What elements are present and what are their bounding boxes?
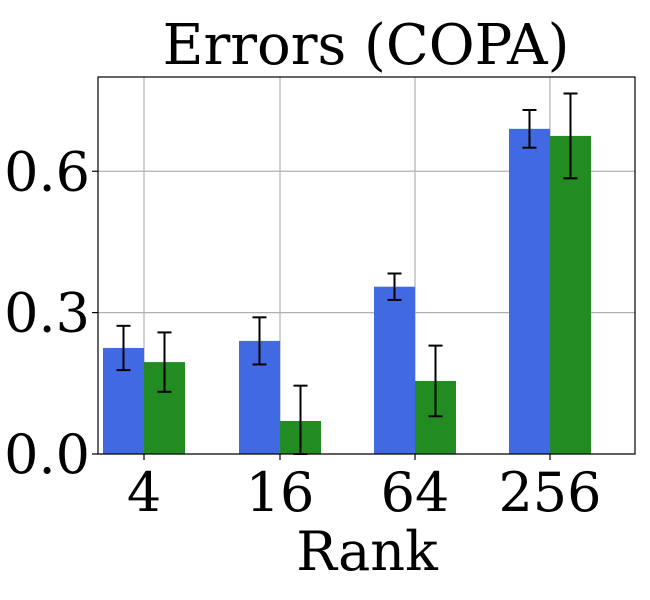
x-tick-label-1: 16 [246, 461, 315, 524]
bar-series1-256 [509, 129, 550, 454]
error-bars [117, 93, 578, 454]
y-tick-labels: 0.0 0.3 0.6 [4, 140, 98, 486]
x-tick-label-2: 64 [381, 461, 450, 524]
x-axis-label: Rank [296, 520, 439, 583]
x-tick-label-3: 256 [498, 461, 601, 524]
y-tick-label-1: 0.3 [4, 282, 90, 345]
bar-series2-256 [550, 136, 591, 454]
x-tick-labels: 4 16 64 256 [127, 454, 602, 524]
y-tick-label-0: 0.0 [4, 423, 90, 486]
y-tick-label-2: 0.6 [4, 140, 90, 203]
x-tick-label-0: 4 [127, 461, 161, 524]
chart-title: Errors (COPA) [163, 13, 570, 78]
bars [103, 129, 591, 454]
bar-series1-64 [374, 287, 415, 454]
